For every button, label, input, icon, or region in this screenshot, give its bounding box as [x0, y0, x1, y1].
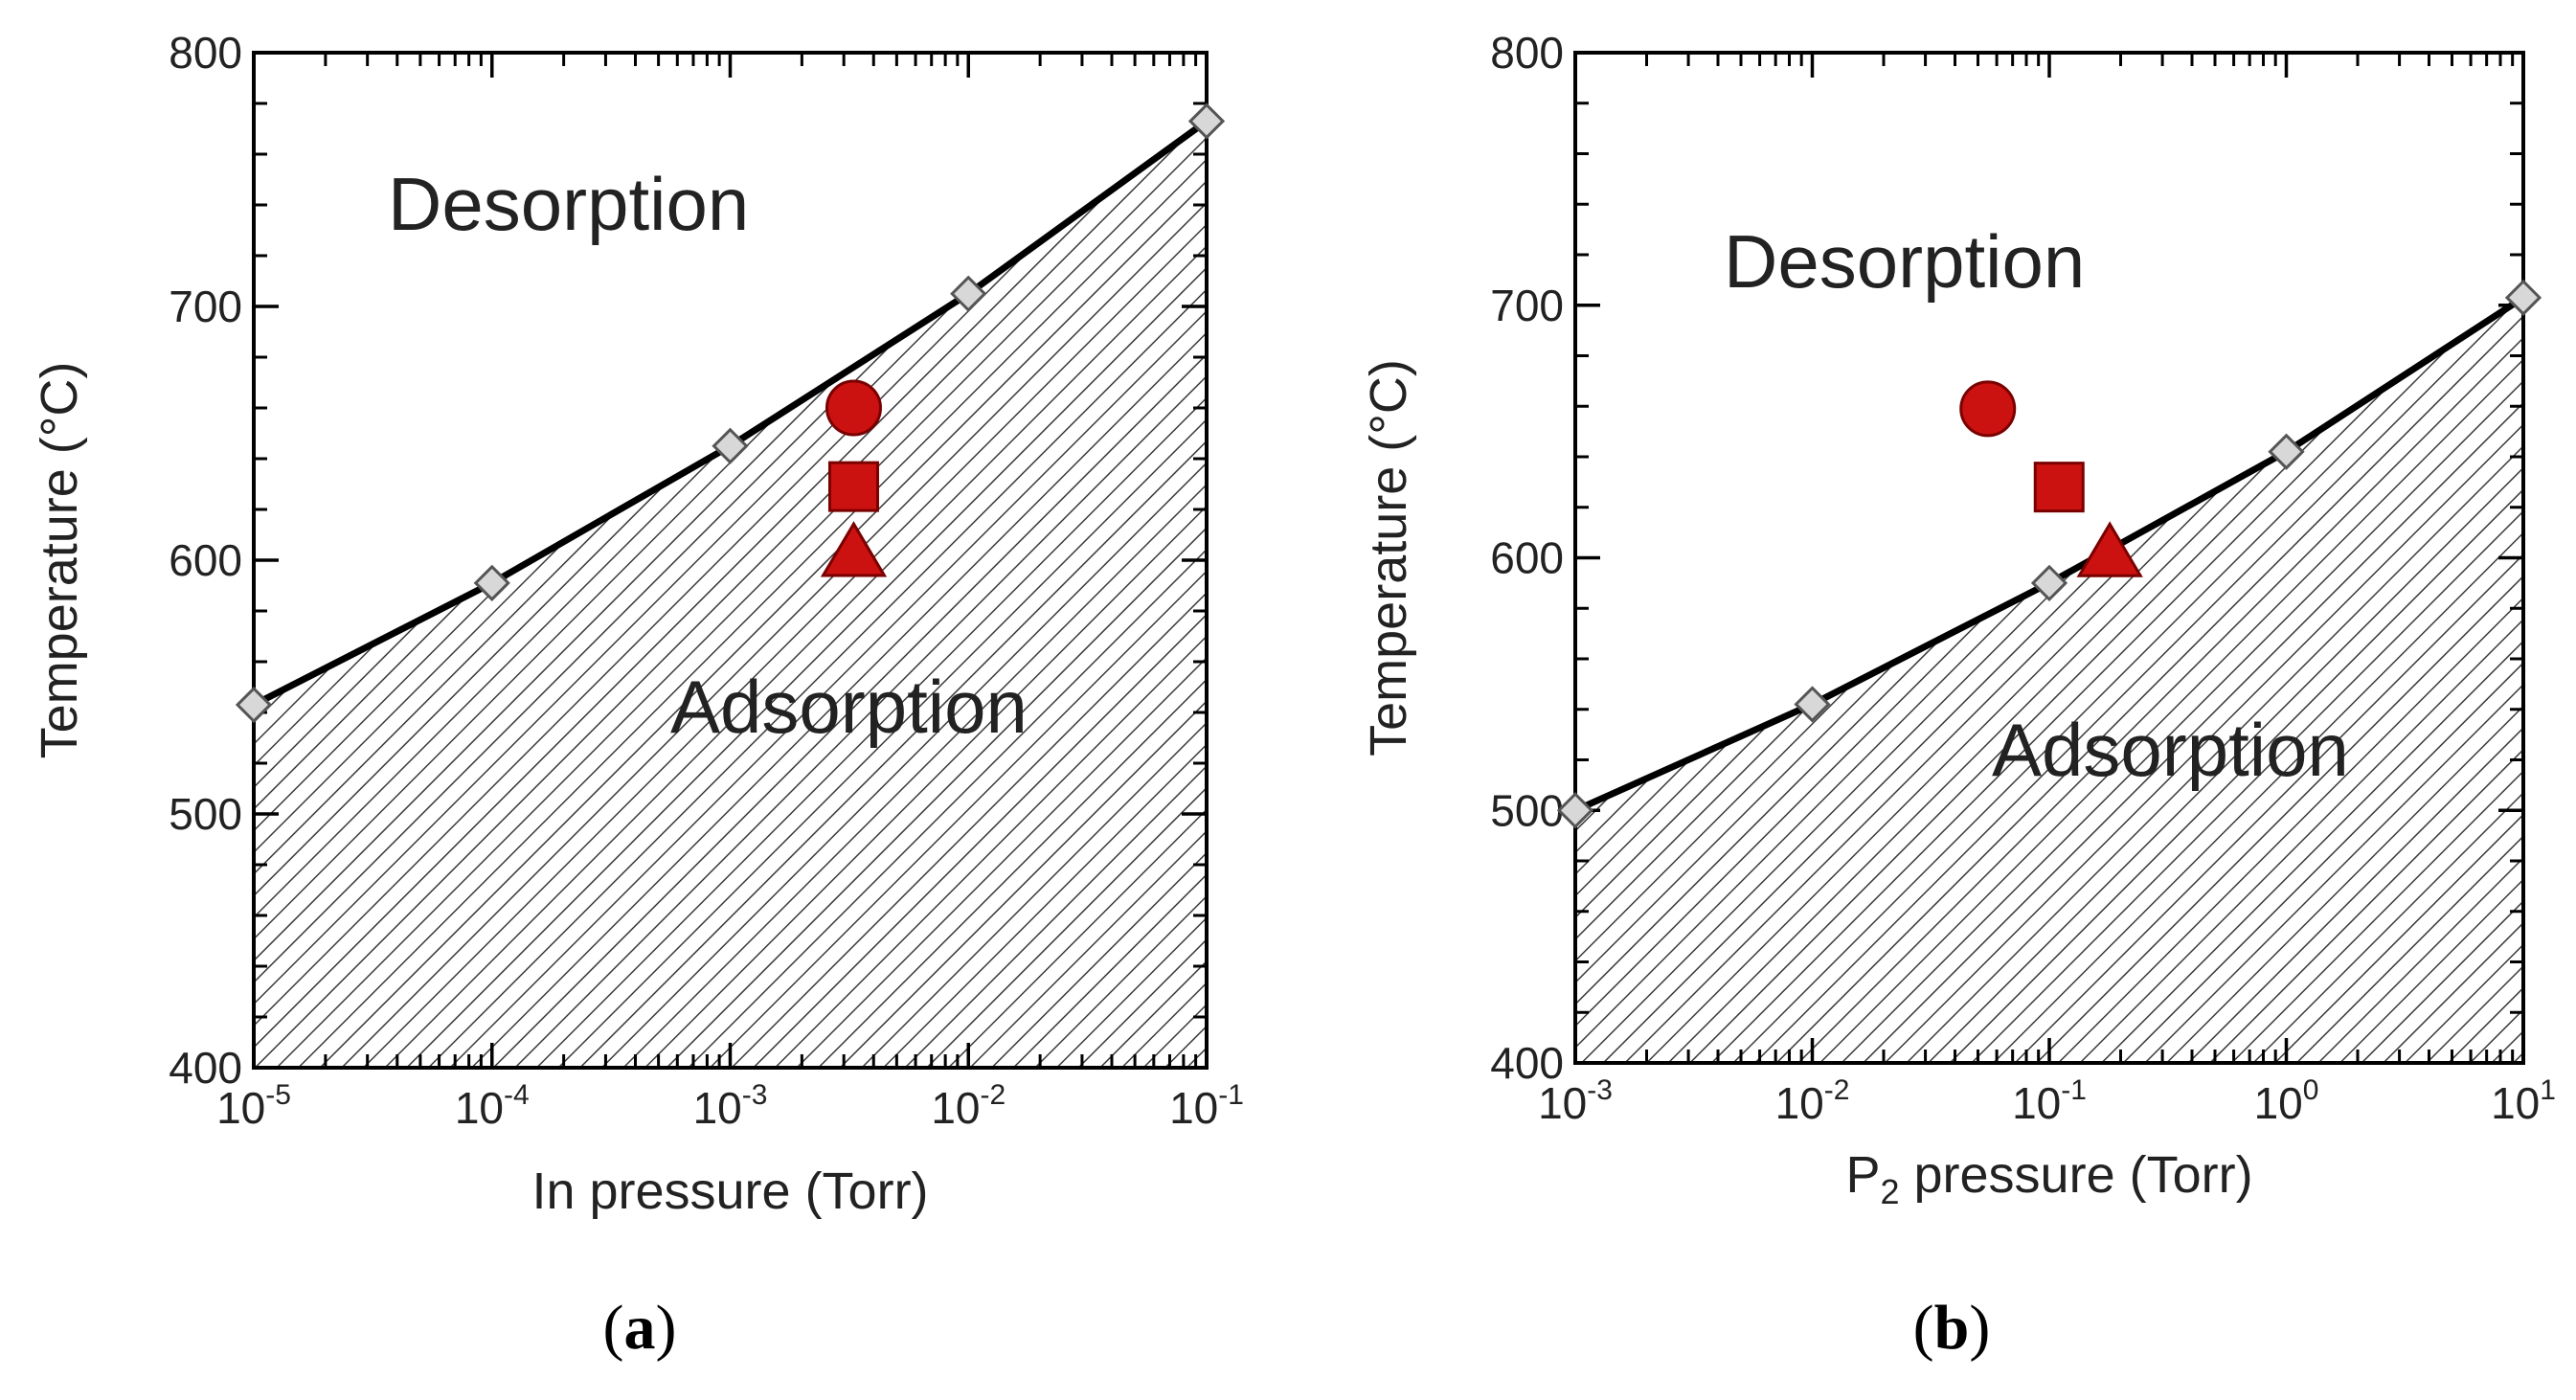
- circle-marker: [825, 379, 882, 437]
- panel-a: 10-5 10-4 10-3 10-2 10-1 400 500 600 700 800 Desor…: [31, 28, 1244, 1363]
- x-minor-ticks: [324, 53, 1198, 1068]
- x-tick-label: 101: [2491, 1074, 2556, 1128]
- boundary-diamond-marker: [235, 686, 273, 724]
- boundary-diamond-marker: [1556, 792, 1594, 829]
- y-tick-label: 400: [169, 1043, 242, 1093]
- boundary-diamond-marker: [1187, 102, 1226, 140]
- x-tick-label: 100: [2254, 1074, 2319, 1128]
- x-tick-label: 10-4: [455, 1079, 530, 1133]
- x-tick-label: 10-3: [693, 1079, 768, 1133]
- panel-caption: (a): [603, 1293, 677, 1363]
- x-tick-label: 10-2: [1775, 1074, 1850, 1128]
- triangle-marker: [820, 521, 888, 577]
- boundary-diamond-marker: [950, 275, 987, 312]
- panel-b: 10-3 10-2 10-1 100 101 400 500 600 700 800 Desorpt…: [1360, 28, 2556, 1363]
- y-tick-label: 500: [169, 789, 242, 839]
- y-axis-title: Temperature (°C): [31, 362, 88, 759]
- plot-frame: [1573, 51, 2525, 1065]
- panel-caption: (b): [1913, 1293, 1991, 1363]
- x-tick-label: 10-1: [1169, 1079, 1244, 1133]
- y-tick-label: 500: [1490, 785, 1564, 835]
- y-tick-label: 400: [1490, 1038, 1564, 1088]
- circle-marker: [1959, 380, 2017, 438]
- square-marker: [827, 461, 879, 512]
- y-tick-label: 800: [169, 28, 242, 78]
- triangle-marker: [2076, 521, 2143, 577]
- boundary-diamond-marker: [2030, 564, 2068, 601]
- x-tick-label: 10-5: [216, 1079, 291, 1133]
- boundary-diamond-marker: [1794, 686, 1831, 723]
- x-tick-label: 10-3: [1538, 1074, 1613, 1128]
- desorption-label: Desorption: [388, 162, 749, 246]
- plot-frame: [252, 51, 1209, 1070]
- x-tick-label: 10-1: [2012, 1074, 2087, 1128]
- y-tick-label: 600: [169, 535, 242, 585]
- boundary-diamond-marker: [712, 427, 749, 464]
- x-axis-title: In pressure (Torr): [531, 1163, 928, 1220]
- x-tick-label: 10-2: [931, 1079, 1006, 1133]
- y-tick-label: 600: [1490, 533, 1564, 583]
- y-tick-label: 700: [169, 282, 242, 331]
- adsorption-region: [254, 121, 1207, 1069]
- boundary-diamond-marker: [2268, 433, 2305, 470]
- y-tick-label: 800: [1490, 28, 1564, 78]
- adsorption-label: Adsorption: [670, 665, 1028, 749]
- x-axis-title: P2 pressure (Torr): [1845, 1146, 2252, 1211]
- x-minor-ticks: [1645, 53, 2515, 1063]
- boundary-diamond-marker: [2504, 279, 2542, 316]
- adsorption-label: Adsorption: [1992, 708, 2349, 792]
- y-axis-title: Temperature (°C): [1360, 359, 1417, 756]
- adsorption-region: [1575, 297, 2523, 1063]
- square-marker: [2033, 462, 2085, 513]
- y-tick-label: 700: [1490, 281, 1564, 330]
- boundary-diamond-marker: [473, 564, 510, 601]
- desorption-label: Desorption: [1724, 219, 2085, 304]
